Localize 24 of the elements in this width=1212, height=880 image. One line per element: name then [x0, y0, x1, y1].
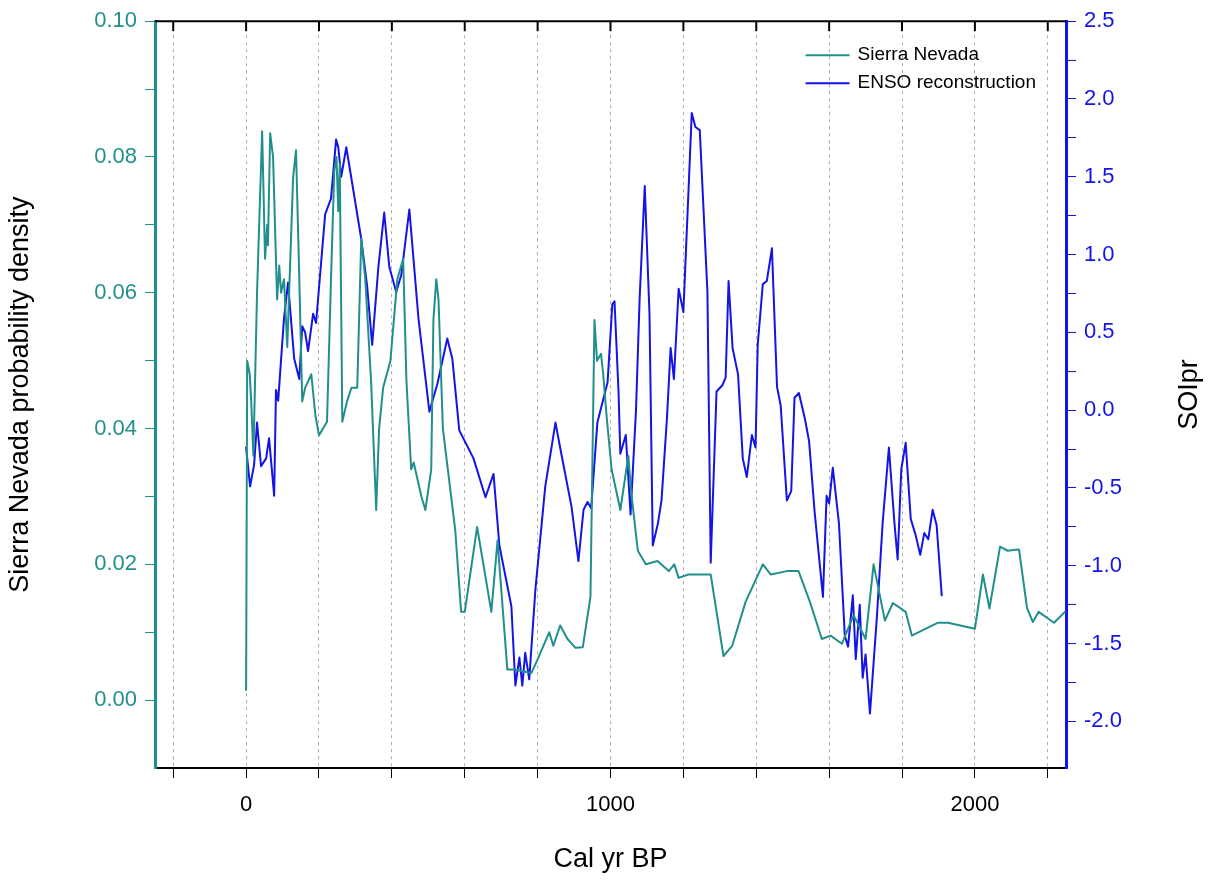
x-axis-title: Cal yr BP [553, 843, 668, 874]
y-tick-label: 0.06 [94, 278, 137, 304]
y-tick-label: 0.02 [94, 550, 137, 576]
y-tick-label: 0.08 [94, 143, 137, 169]
y-axis-title: Sierra Nevada probability density [3, 196, 34, 593]
y2-tick-label: -0.5 [1084, 474, 1122, 500]
x-tick-label: 1000 [586, 791, 635, 817]
y2-tick-label: 1.0 [1084, 240, 1115, 266]
y2-tick-label: 2.0 [1084, 85, 1115, 111]
y2-tick-label: 2.5 [1084, 7, 1115, 33]
x-tick-label: 2000 [950, 791, 1000, 817]
legend-label: Sierra Nevada [857, 43, 980, 65]
y2-tick-label: -1.5 [1084, 629, 1122, 655]
y-tick-label: 0.10 [94, 7, 137, 33]
y2-tick-label: -2.0 [1084, 707, 1122, 733]
y-tick-label: 0.00 [94, 686, 137, 712]
y2-tick-label: 0.5 [1084, 318, 1115, 344]
y-tick-label: 0.04 [94, 414, 137, 440]
y2-tick-label: -1.0 [1084, 551, 1122, 577]
y2-tick-label: 1.5 [1084, 162, 1115, 188]
y2-tick-label: 0.0 [1084, 396, 1115, 422]
x-tick-label: 0 [239, 791, 253, 817]
legend-label: ENSO reconstruction [857, 71, 1037, 93]
y2-axis-title: SOIpr [1173, 359, 1204, 430]
